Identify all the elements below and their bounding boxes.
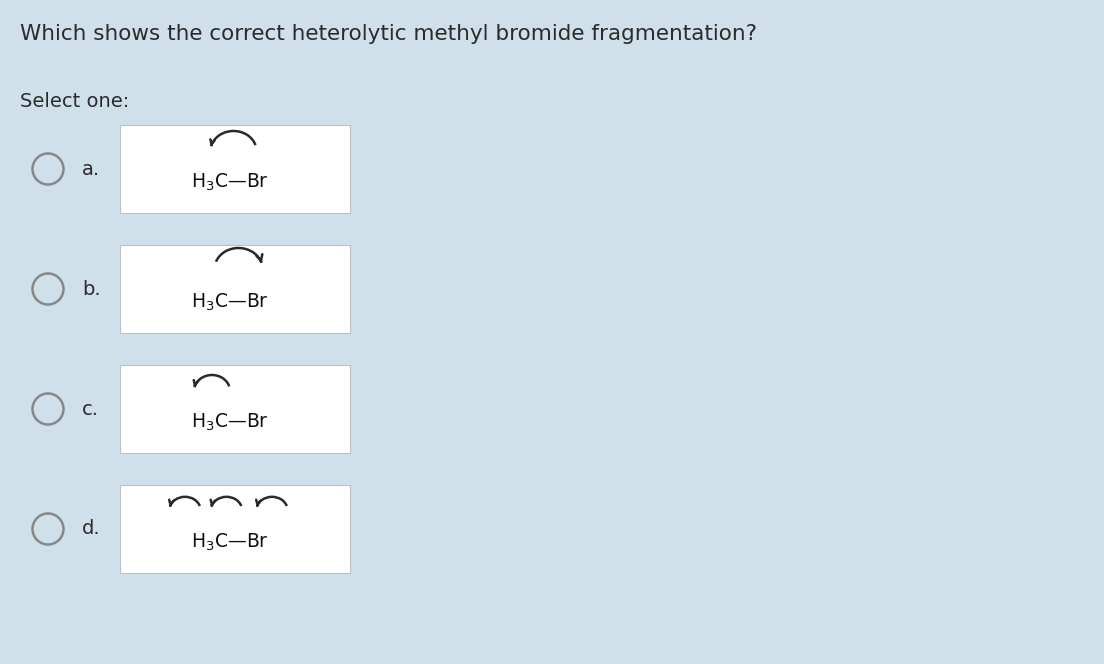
FancyBboxPatch shape xyxy=(120,245,350,333)
Text: H$_3$C—Br: H$_3$C—Br xyxy=(191,291,268,313)
Text: H$_3$C—Br: H$_3$C—Br xyxy=(191,412,268,433)
Text: H$_3$C—Br: H$_3$C—Br xyxy=(191,531,268,552)
FancyBboxPatch shape xyxy=(120,485,350,573)
FancyBboxPatch shape xyxy=(120,365,350,453)
Text: H$_3$C—Br: H$_3$C—Br xyxy=(191,171,268,193)
Text: b.: b. xyxy=(82,280,100,299)
Text: c.: c. xyxy=(82,400,99,418)
Text: Select one:: Select one: xyxy=(20,92,129,111)
FancyBboxPatch shape xyxy=(120,125,350,213)
Text: d.: d. xyxy=(82,519,100,539)
Text: Which shows the correct heterolytic methyl bromide fragmentation?: Which shows the correct heterolytic meth… xyxy=(20,24,757,44)
Text: a.: a. xyxy=(82,159,100,179)
